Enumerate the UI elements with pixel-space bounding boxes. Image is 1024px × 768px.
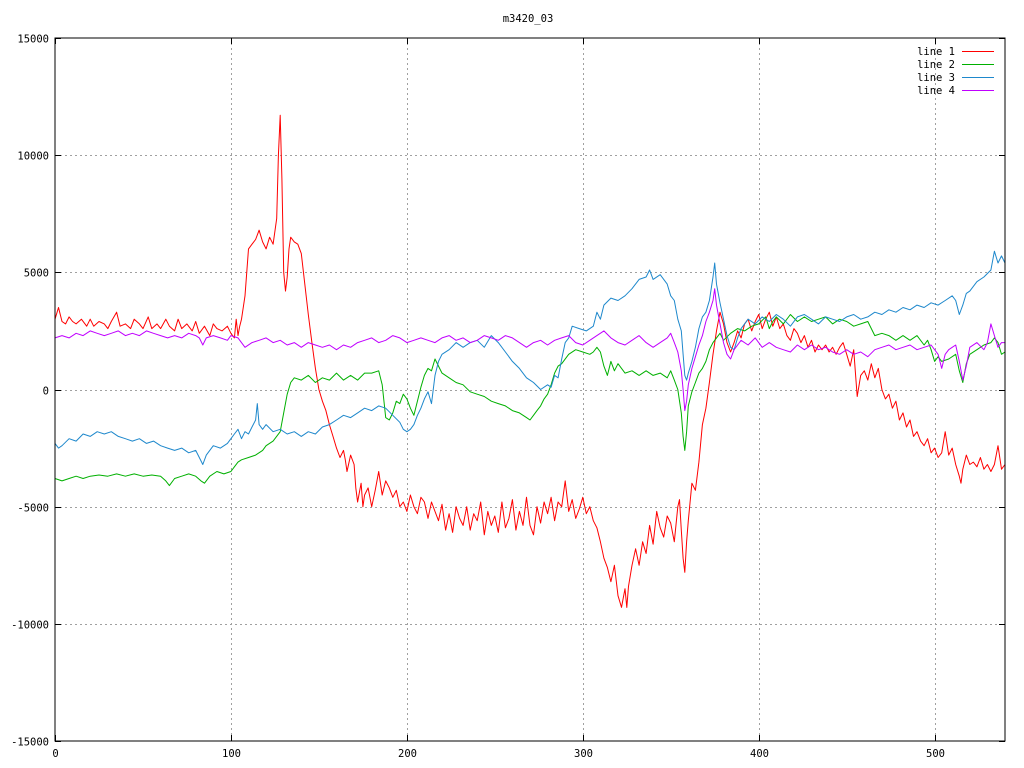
grid	[55, 38, 1005, 741]
x-axis: 0 100 200 300 400 500	[52, 748, 945, 760]
y-tick-label: 15000	[17, 34, 49, 46]
series-line-4	[54, 288, 1005, 412]
y-tick-label: 0	[43, 386, 49, 398]
plot-area	[54, 114, 1006, 608]
legend-label: line 3	[917, 72, 955, 84]
y-tick-label: -10000	[11, 620, 49, 632]
chart-title: m3420_03	[503, 13, 554, 25]
y-axis: -15000 -10000 -5000 0 5000 10000 15000	[11, 34, 49, 749]
series-line-3	[54, 250, 1006, 465]
series-line-1	[54, 114, 1006, 608]
axis-ticks	[55, 38, 1005, 742]
x-tick-label: 100	[222, 748, 241, 760]
x-tick-label: 500	[926, 748, 945, 760]
plot-frame	[54, 37, 1006, 742]
legend-label: line 1	[917, 46, 955, 58]
series-line-2	[54, 314, 1006, 487]
x-tick-label: 0	[52, 748, 58, 760]
x-tick-label: 300	[574, 748, 593, 760]
y-tick-label: 10000	[17, 151, 49, 163]
legend-label: line 2	[917, 59, 955, 71]
x-tick-label: 200	[398, 748, 417, 760]
y-tick-label: 5000	[24, 268, 49, 280]
x-tick-label: 400	[750, 748, 769, 760]
y-tick-label: -15000	[11, 737, 49, 749]
legend-label: line 4	[917, 85, 955, 97]
y-tick-label: -5000	[17, 503, 49, 515]
